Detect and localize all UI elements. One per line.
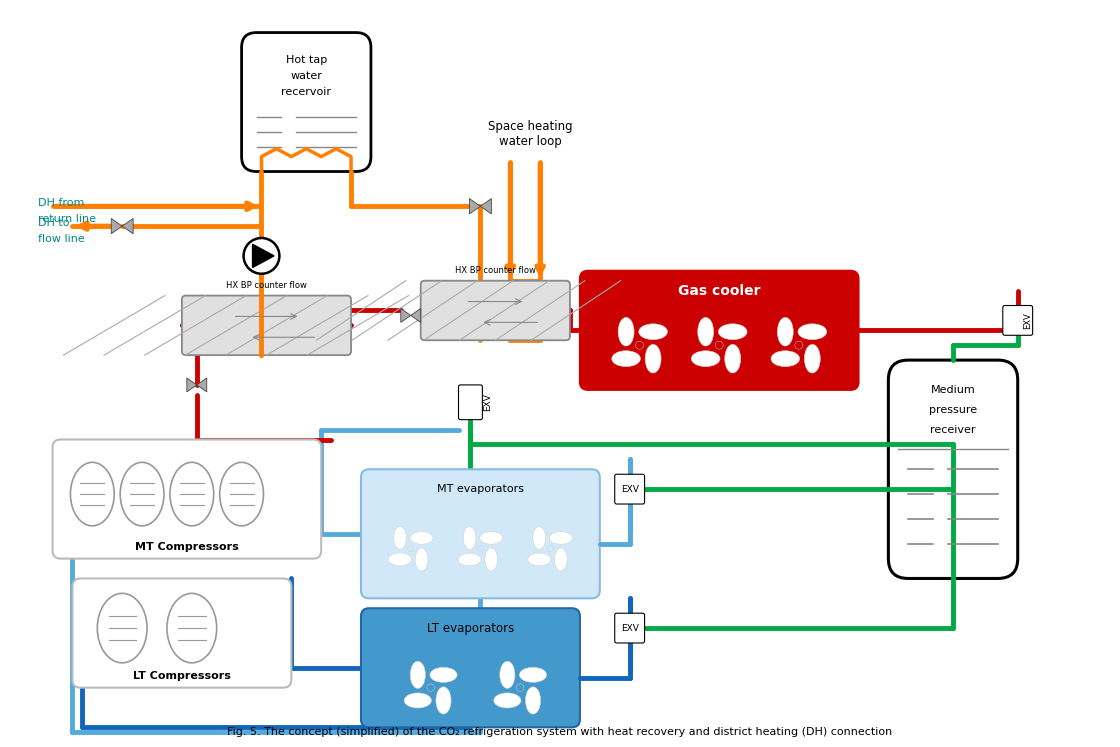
Polygon shape <box>401 309 411 323</box>
Text: Medium: Medium <box>931 385 976 395</box>
Ellipse shape <box>479 532 503 545</box>
Text: HX BP counter flow: HX BP counter flow <box>226 281 307 290</box>
Text: DH from: DH from <box>38 198 84 208</box>
Ellipse shape <box>410 532 433 545</box>
Circle shape <box>477 545 484 552</box>
Polygon shape <box>252 244 274 267</box>
Text: flow line: flow line <box>38 234 84 244</box>
Ellipse shape <box>404 693 431 708</box>
FancyBboxPatch shape <box>181 296 351 355</box>
Ellipse shape <box>170 462 214 526</box>
Circle shape <box>716 341 724 349</box>
Ellipse shape <box>804 344 820 373</box>
FancyBboxPatch shape <box>888 360 1018 578</box>
Ellipse shape <box>430 667 457 683</box>
Text: MT evaporators: MT evaporators <box>437 484 524 494</box>
Circle shape <box>547 545 553 552</box>
Circle shape <box>636 341 644 349</box>
Polygon shape <box>122 218 133 234</box>
Polygon shape <box>480 199 492 214</box>
Text: EXV: EXV <box>620 624 638 633</box>
Ellipse shape <box>167 593 216 663</box>
FancyBboxPatch shape <box>458 385 483 420</box>
Ellipse shape <box>645 344 661 373</box>
Polygon shape <box>197 378 207 392</box>
Ellipse shape <box>638 323 668 340</box>
Ellipse shape <box>771 351 800 367</box>
Ellipse shape <box>389 553 411 565</box>
Ellipse shape <box>485 548 497 571</box>
FancyBboxPatch shape <box>580 270 859 390</box>
Ellipse shape <box>97 593 147 663</box>
Ellipse shape <box>554 548 567 571</box>
Ellipse shape <box>618 317 634 346</box>
Text: LT evaporators: LT evaporators <box>427 622 514 635</box>
Ellipse shape <box>777 317 793 346</box>
Ellipse shape <box>71 462 114 526</box>
Ellipse shape <box>533 527 545 549</box>
Ellipse shape <box>458 553 482 565</box>
Text: water loop: water loop <box>498 135 561 148</box>
Circle shape <box>795 341 803 349</box>
Ellipse shape <box>500 661 515 689</box>
FancyBboxPatch shape <box>242 33 371 172</box>
Ellipse shape <box>494 693 521 708</box>
Circle shape <box>408 545 414 552</box>
Ellipse shape <box>528 553 551 565</box>
Ellipse shape <box>410 661 426 689</box>
Text: HX BP counter flow: HX BP counter flow <box>455 266 535 275</box>
Text: pressure: pressure <box>928 405 977 415</box>
Text: receiver: receiver <box>931 424 976 435</box>
FancyBboxPatch shape <box>361 469 600 598</box>
FancyBboxPatch shape <box>53 439 321 559</box>
Text: EXV: EXV <box>484 393 493 411</box>
Ellipse shape <box>464 527 476 549</box>
Ellipse shape <box>436 687 451 714</box>
Ellipse shape <box>220 462 263 526</box>
Ellipse shape <box>698 317 713 346</box>
Ellipse shape <box>525 687 541 714</box>
Ellipse shape <box>718 323 747 340</box>
FancyBboxPatch shape <box>361 608 580 728</box>
Text: return line: return line <box>38 214 95 224</box>
Circle shape <box>243 238 279 273</box>
Polygon shape <box>187 378 197 392</box>
Text: water: water <box>290 71 323 81</box>
FancyBboxPatch shape <box>73 578 291 688</box>
FancyBboxPatch shape <box>615 613 645 643</box>
Polygon shape <box>111 218 122 234</box>
Circle shape <box>516 684 524 692</box>
Polygon shape <box>469 199 480 214</box>
Text: EXV: EXV <box>1023 312 1032 329</box>
FancyBboxPatch shape <box>615 474 645 504</box>
Text: Gas cooler: Gas cooler <box>678 284 760 297</box>
Text: MT Compressors: MT Compressors <box>136 542 239 552</box>
Ellipse shape <box>725 344 740 373</box>
Text: Space heating: Space heating <box>488 120 572 134</box>
Ellipse shape <box>416 548 428 571</box>
Text: LT Compressors: LT Compressors <box>133 671 231 681</box>
Text: recervoir: recervoir <box>281 87 332 97</box>
Ellipse shape <box>612 351 641 367</box>
FancyBboxPatch shape <box>421 281 570 340</box>
Ellipse shape <box>797 323 827 340</box>
Text: DH to: DH to <box>38 218 69 228</box>
Ellipse shape <box>120 462 164 526</box>
Ellipse shape <box>691 351 720 367</box>
Polygon shape <box>411 309 421 323</box>
Circle shape <box>427 684 435 692</box>
Text: EXV: EXV <box>620 485 638 494</box>
Text: Hot tap: Hot tap <box>286 55 327 65</box>
Ellipse shape <box>520 667 547 683</box>
Ellipse shape <box>550 532 572 545</box>
FancyBboxPatch shape <box>1002 306 1033 335</box>
Ellipse shape <box>393 527 407 549</box>
Text: Fig. 5. The concept (simplified) of the CO₂ refrigeration system with heat recov: Fig. 5. The concept (simplified) of the … <box>227 728 893 737</box>
